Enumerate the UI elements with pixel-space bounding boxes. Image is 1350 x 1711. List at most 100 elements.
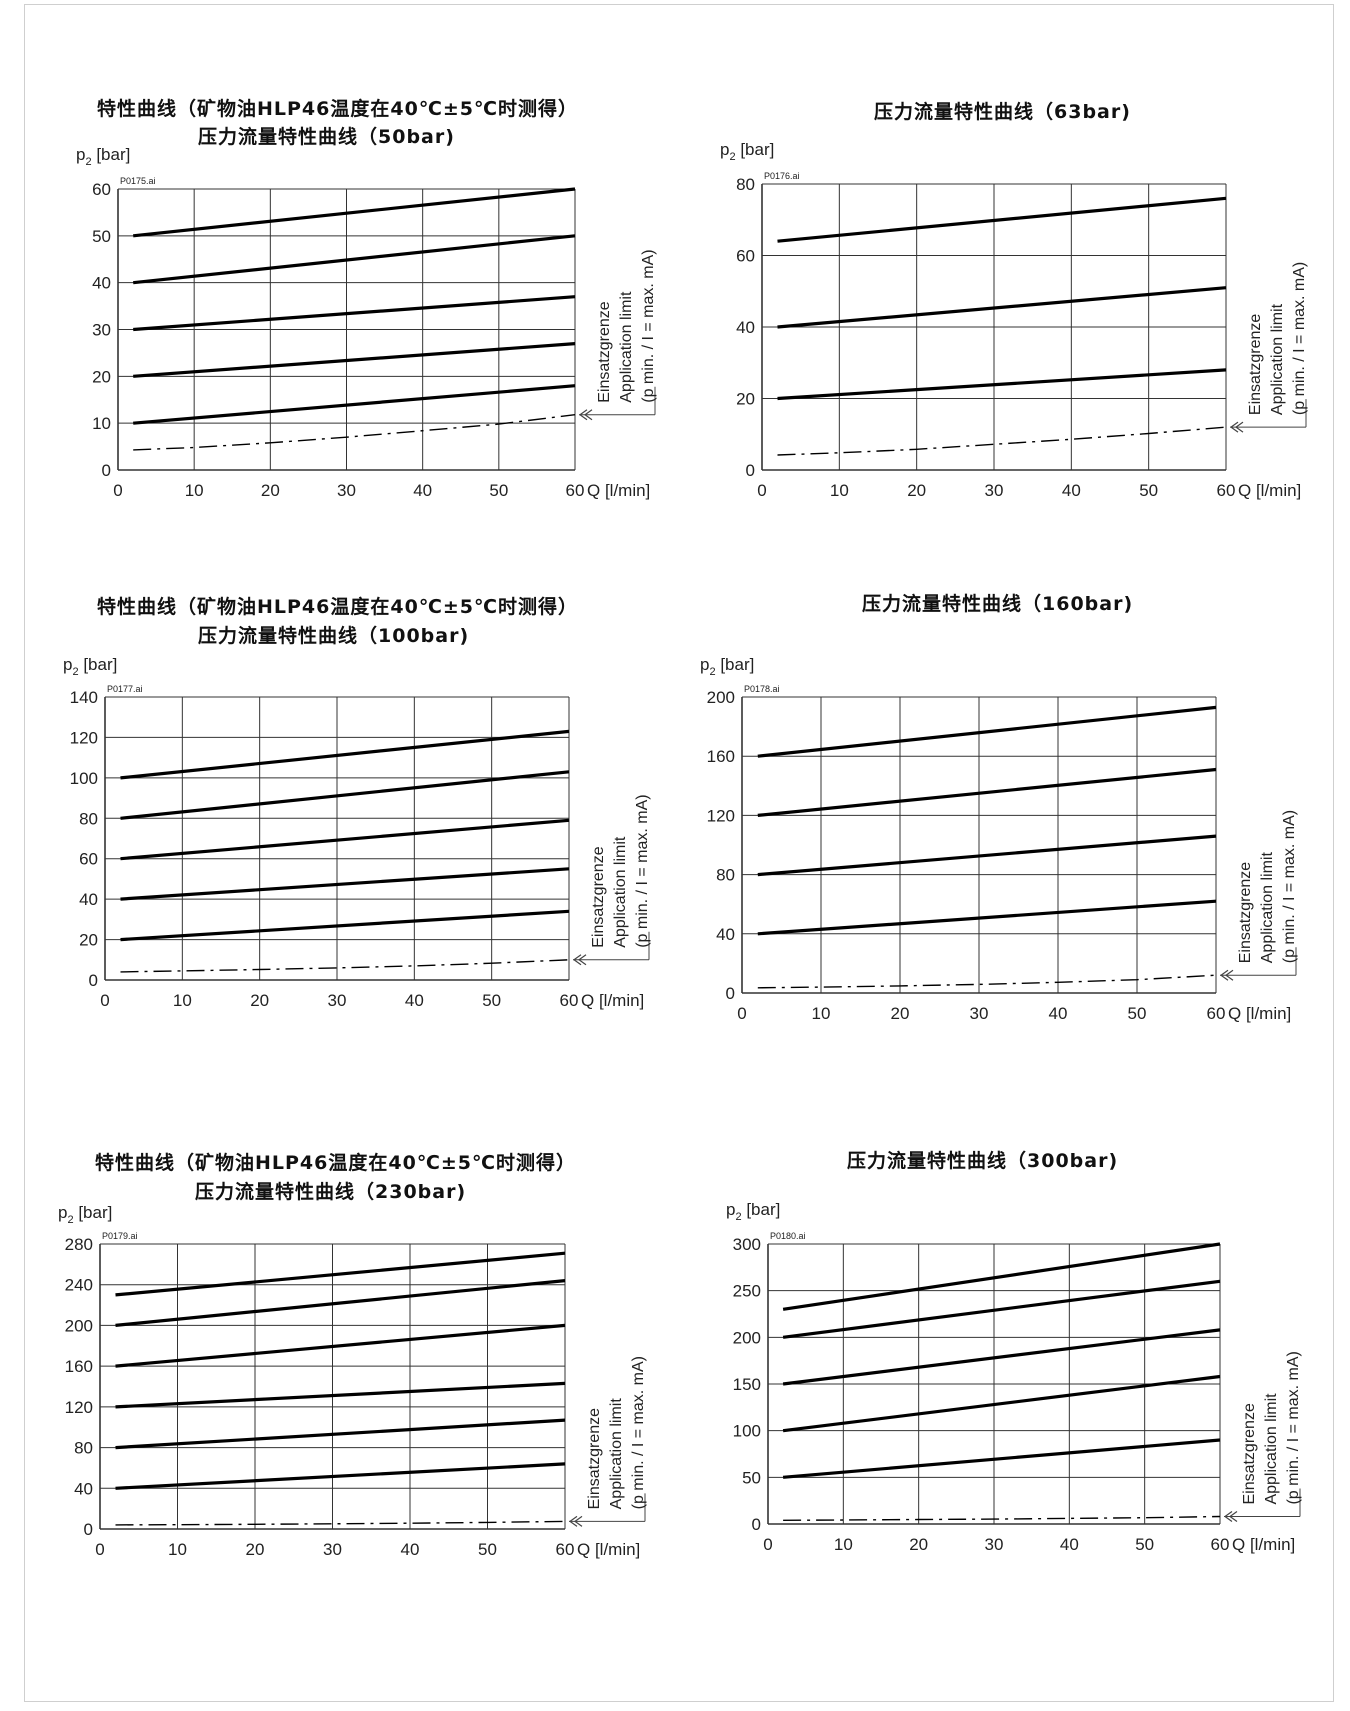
pressure-curve-1 [120,909,570,942]
chart-6: 0 50 100 150 200 250 300 0 10 20 30 40 50 60 Q [l/min]… [726,1200,1302,1554]
y-tick-label: 80 [736,175,755,194]
y-tick-label: 280 [65,1235,93,1254]
chart-title-line-1: 特性曲线（矿物油HLP46温度在40℃±5℃时测得） [97,596,578,618]
x-tick-label: 30 [970,1004,989,1023]
y-tick-label: 60 [736,247,755,266]
application-limit-curve [777,426,1227,456]
y-axis-label: p2 [bar] [76,145,130,168]
y-tick-label: 40 [74,1479,93,1498]
y-tick-label: 20 [92,367,111,386]
x-tick-label: 0 [737,1004,746,1023]
y-axis-label: p2 [bar] [726,1200,780,1223]
x-tick-label: 30 [337,481,356,500]
y-tick-label: 20 [736,390,755,409]
pressure-curve-4 [115,1323,566,1368]
pressure-curve-4 [782,1279,1221,1339]
pressure-curve-3 [133,295,576,332]
chart-title-line-1: 特性曲线（矿物油HLP46温度在40℃±5℃时测得） [95,1152,576,1174]
y-tick-label: 100 [70,769,98,788]
y-tick-label: 30 [92,321,111,340]
pressure-curve-2 [782,1374,1221,1433]
chart-title-line-2: 压力流量特性曲线（50bar) [198,126,455,148]
limit-arrow-icon [578,409,593,421]
y-tick-label: 40 [92,274,111,293]
x-tick-label: 40 [1062,481,1081,500]
x-tick-label: 50 [1128,1004,1147,1023]
limit-label-line-2: Application limit [608,1398,625,1510]
y-tick-label: 0 [752,1515,761,1534]
chart-title-line-2: 压力流量特性曲线（230bar) [195,1181,467,1203]
pressure-curve-6 [115,1251,566,1297]
limit-label-line-1: Einsatzgrenze [1247,314,1264,415]
x-axis-label: Q [l/min] [577,1540,640,1559]
x-tick-label: 30 [985,1535,1004,1554]
y-tick-label: 140 [70,688,98,707]
y-tick-label: 0 [89,971,98,990]
x-axis-label: Q [l/min] [581,991,644,1010]
pressure-curve-4 [757,705,1217,758]
y-tick-label: 100 [733,1422,761,1441]
pressure-curve-3 [115,1381,566,1409]
pressure-curve-2 [757,834,1217,877]
file-tag-label: P0177.ai [107,684,143,694]
limit-label-line-2: Application limit [1263,1393,1280,1505]
y-tick-label: 40 [716,925,735,944]
y-tick-label: 50 [92,227,111,246]
x-tick-label: 60 [1217,481,1236,500]
pressure-curve-3 [782,1328,1221,1386]
y-tick-label: 120 [65,1398,93,1417]
x-tick-label: 60 [560,991,579,1010]
pressure-curve-2 [133,342,576,378]
y-tick-label: 80 [79,809,98,828]
x-tick-label: 20 [261,481,280,500]
x-tick-label: 40 [401,1540,420,1559]
x-tick-label: 50 [1135,1535,1154,1554]
pressure-curve-1 [757,899,1217,936]
page-frame [24,4,1334,1702]
x-tick-label: 20 [250,991,269,1010]
limit-label-line-1: Einsatzgrenze [590,846,607,947]
y-tick-label: 20 [79,931,98,950]
application-limit-curve [133,414,576,451]
application-limit-curve [115,1520,566,1526]
x-tick-label: 10 [185,481,204,500]
pressure-curve-1 [782,1438,1221,1479]
y-tick-label: 200 [65,1316,93,1335]
pressure-curve-3 [120,818,570,861]
x-axis-label: Q [l/min] [587,481,650,500]
limit-arrow-icon [1223,1511,1238,1523]
x-tick-label: 20 [246,1540,265,1559]
limit-label-line-3: (p min. / I = max. mA) [1285,1351,1302,1504]
application-limit-curve [120,959,570,973]
limit-label-line-1: Einsatzgrenze [586,1408,603,1509]
x-tick-label: 40 [1060,1535,1079,1554]
limit-arrow-icon [568,1515,583,1527]
x-tick-label: 0 [757,481,766,500]
limit-arrow-icon [1219,969,1234,981]
x-tick-label: 20 [909,1535,928,1554]
pressure-curve-2 [120,867,570,901]
y-tick-label: 250 [733,1282,761,1301]
limit-label-line-1: Einsatzgrenze [1237,862,1254,963]
x-tick-label: 30 [985,481,1004,500]
x-tick-label: 0 [100,991,109,1010]
limit-label-line-3: (p min. / I = max. mA) [1291,262,1308,415]
y-tick-label: 0 [84,1520,93,1539]
limit-label-line-3: (p min. / I = max. mA) [634,794,651,947]
x-tick-label: 50 [482,991,501,1010]
y-tick-label: 0 [102,461,111,480]
chart-title-line-1: 压力流量特性曲线（300bar) [847,1150,1119,1172]
x-tick-label: 50 [478,1540,497,1559]
file-tag-label: P0175.ai [120,176,156,186]
y-axis-label: p2 [bar] [720,140,774,163]
chart-5: 0 40 80 120 160 200 240 280 0 10 20 30 40 50 60 Q [l/mi… [58,1203,647,1559]
limit-label-line-3: (p min. / I = max. mA) [630,1356,647,1509]
y-axis-label: p2 [bar] [63,655,117,678]
y-tick-label: 120 [70,728,98,747]
file-tag-label: P0178.ai [744,684,780,694]
y-tick-label: 160 [707,747,735,766]
x-tick-label: 40 [413,481,432,500]
x-tick-label: 60 [1207,1004,1226,1023]
